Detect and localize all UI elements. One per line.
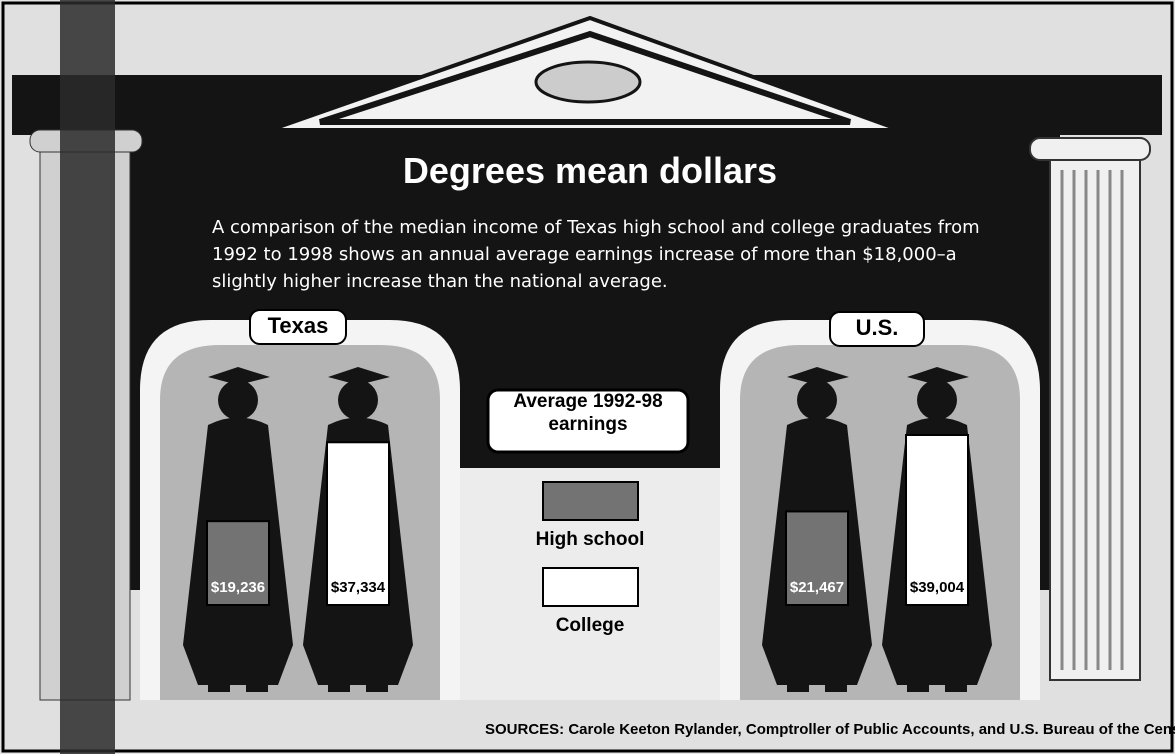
shoe — [208, 680, 230, 692]
book-icon — [536, 62, 640, 102]
group-label: Texas — [268, 313, 329, 338]
shoe — [328, 680, 350, 692]
capital — [1030, 138, 1150, 160]
head — [338, 380, 378, 420]
value-label: $21,467 — [790, 579, 844, 596]
legend-swatch — [543, 482, 638, 520]
shoe — [945, 680, 967, 692]
legend-label: College — [556, 615, 625, 636]
chart: SOURCES: Carole Keeton Rylander, Comptro… — [0, 0, 1175, 754]
legend-swatch — [543, 568, 638, 606]
subtitle: A comparison of the median income of Tex… — [212, 214, 1002, 295]
value-label: $19,236 — [211, 579, 265, 596]
chart-title: Degrees mean dollars — [300, 150, 880, 192]
legend-label: High school — [536, 529, 645, 550]
shoe — [825, 680, 847, 692]
head — [218, 380, 258, 420]
value-label: $39,004 — [910, 579, 965, 596]
head — [797, 380, 837, 420]
page: SOURCES: Carole Keeton Rylander, Comptro… — [0, 0, 1175, 754]
value-label: $37,334 — [331, 579, 386, 596]
shoe — [907, 680, 929, 692]
group-label: U.S. — [856, 315, 899, 340]
shoe — [366, 680, 388, 692]
legend-title: Average 1992-98 earnings — [488, 390, 688, 436]
shoe — [787, 680, 809, 692]
source: SOURCES: Carole Keeton Rylander, Comptro… — [485, 721, 1175, 738]
head — [917, 380, 957, 420]
scan-streak — [60, 0, 115, 754]
shoe — [246, 680, 268, 692]
